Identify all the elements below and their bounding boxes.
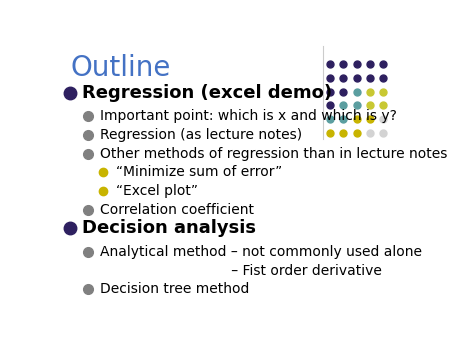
Text: Analytical method – not commonly used alone: Analytical method – not commonly used al… <box>100 245 422 259</box>
Text: Regression (excel demo): Regression (excel demo) <box>82 83 333 102</box>
Text: Decision analysis: Decision analysis <box>82 219 256 238</box>
Text: Correlation coefficient: Correlation coefficient <box>100 203 254 217</box>
Text: Regression (as lecture notes): Regression (as lecture notes) <box>100 128 302 142</box>
Text: “Minimize sum of error”: “Minimize sum of error” <box>116 165 282 179</box>
Text: “Excel plot”: “Excel plot” <box>116 184 198 198</box>
Text: Outline: Outline <box>70 54 171 81</box>
Text: Important point: which is x and which is y?: Important point: which is x and which is… <box>100 109 397 123</box>
Text: Other methods of regression than in lecture notes: Other methods of regression than in lect… <box>100 146 447 161</box>
Text: Decision tree method: Decision tree method <box>100 282 249 296</box>
Text: – Fist order derivative: – Fist order derivative <box>100 264 382 277</box>
